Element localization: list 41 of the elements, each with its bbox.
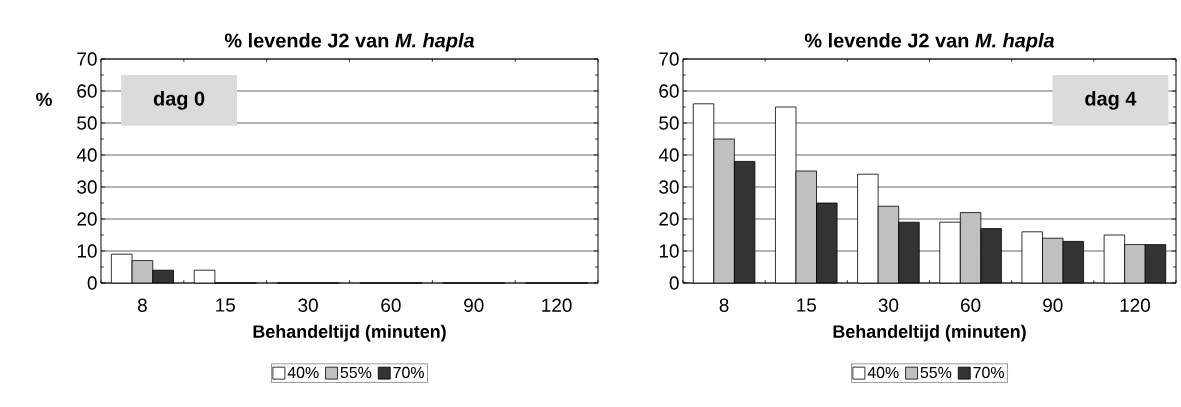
legend-label: 70% xyxy=(973,366,1004,379)
y-tick-label: 10 xyxy=(659,244,679,258)
x-tick-label: 8 xyxy=(137,298,147,312)
legend-label: 70% xyxy=(393,366,424,379)
y-tick-label: 60 xyxy=(77,84,97,98)
y-tick-label: 40 xyxy=(76,148,97,162)
x-axis-title: Behandeltijd (minuten) xyxy=(833,324,1026,342)
x-tick-label: 90 xyxy=(464,298,484,312)
x-tick-label: 30 xyxy=(878,298,899,312)
y-tick-label: 50 xyxy=(77,116,97,130)
y-tick-label: 0 xyxy=(669,276,679,290)
y-tick-label: 20 xyxy=(77,212,97,226)
legend-label: 40% xyxy=(867,366,899,379)
x-tick-label: 8 xyxy=(719,298,729,312)
chart-title: % levende J2 van M. hapla xyxy=(804,32,1055,52)
y-axis-title: % xyxy=(36,92,52,106)
x-tick-label: 30 xyxy=(298,298,318,312)
chart-title: % levende J2 van M. hapla xyxy=(224,32,475,52)
legend-label: 40% xyxy=(287,366,319,379)
x-axis-title: Behandeltijd (minuten) xyxy=(253,324,446,342)
annotation: dag 4 xyxy=(1085,91,1137,110)
y-tick-label: 70 xyxy=(659,52,679,66)
y-tick-label: 10 xyxy=(77,244,97,258)
y-tick-label: 20 xyxy=(659,212,679,226)
y-tick-label: 0 xyxy=(87,276,97,290)
x-tick-label: 120 xyxy=(542,298,572,312)
x-tick-label: 90 xyxy=(1043,298,1063,312)
x-tick-label: 60 xyxy=(381,298,401,312)
y-tick-label: 40 xyxy=(658,148,679,162)
x-tick-label: 15 xyxy=(797,298,816,312)
y-tick-label: 30 xyxy=(77,180,97,194)
annotation: dag 0 xyxy=(153,91,205,110)
y-tick-label: 50 xyxy=(659,116,679,130)
x-tick-label: 120 xyxy=(1120,298,1150,312)
x-tick-label: 60 xyxy=(961,298,981,312)
legend-label: 55% xyxy=(920,366,952,379)
y-tick-label: 30 xyxy=(659,180,679,194)
x-tick-label: 15 xyxy=(216,298,235,312)
y-tick-label: 70 xyxy=(77,52,97,66)
legend-label: 55% xyxy=(340,366,372,379)
y-tick-label: 60 xyxy=(659,84,679,98)
